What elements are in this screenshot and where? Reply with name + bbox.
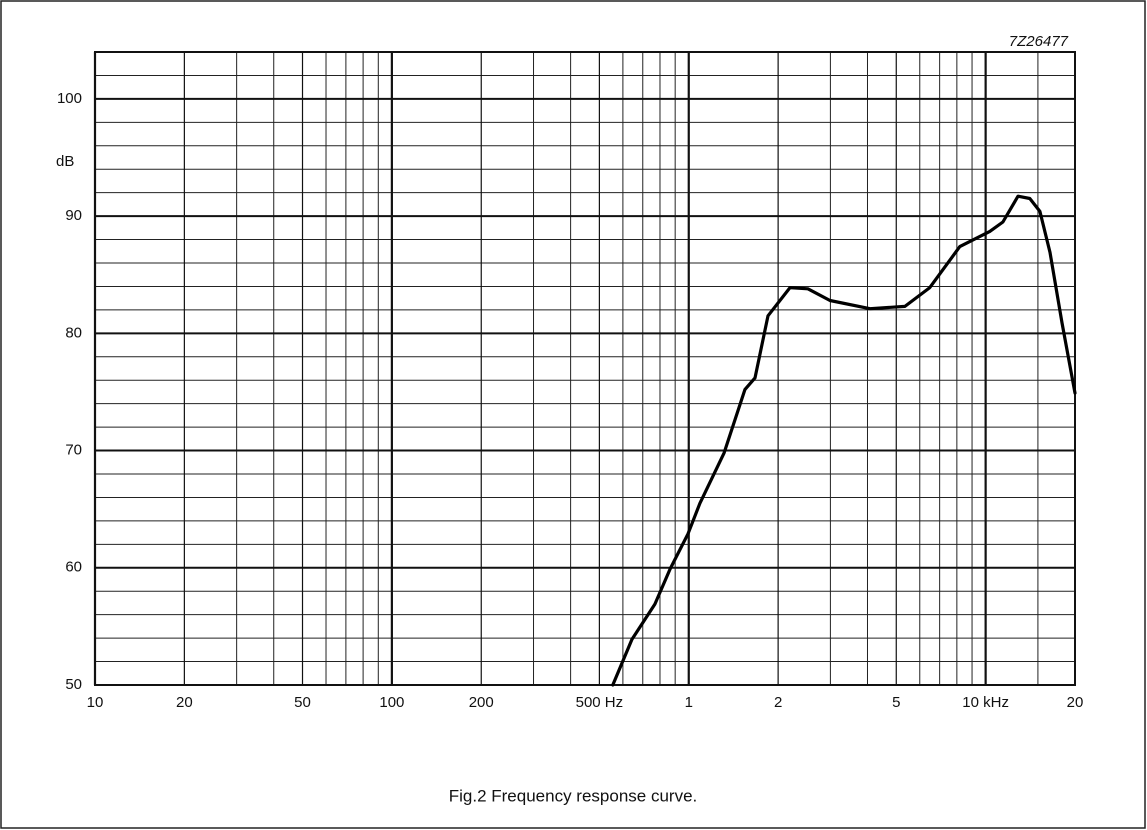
x-tick-label: 10 <box>87 694 104 711</box>
annotation: 7Z26477 <box>1009 33 1069 50</box>
caption: Fig.2 Frequency response curve. <box>449 786 698 805</box>
x-tick-label: 10 kHz <box>962 694 1009 711</box>
y-tick-label: 60 <box>65 559 82 576</box>
x-tick-label: 1 <box>685 694 693 711</box>
x-tick-label: 50 <box>294 694 311 711</box>
plot-border <box>94 51 1076 686</box>
y-axis-label: dB <box>56 153 74 170</box>
x-tick-label: 5 <box>892 694 900 711</box>
y-tick-label: 90 <box>65 207 82 224</box>
x-tick-label: 20 <box>1067 694 1084 711</box>
x-tick-label: 20 <box>176 694 193 711</box>
y-tick-label: 100 <box>57 90 82 107</box>
y-tick-label: 70 <box>65 442 82 459</box>
y-tick-label: 50 <box>65 676 82 693</box>
x-tick-label: 500 Hz <box>576 694 624 711</box>
x-tick-label: 200 <box>469 694 494 711</box>
x-tick-label: 2 <box>774 694 782 711</box>
response-curve <box>611 194 1077 687</box>
y-tick-label: 80 <box>65 324 82 341</box>
x-tick-label: 100 <box>379 694 404 711</box>
